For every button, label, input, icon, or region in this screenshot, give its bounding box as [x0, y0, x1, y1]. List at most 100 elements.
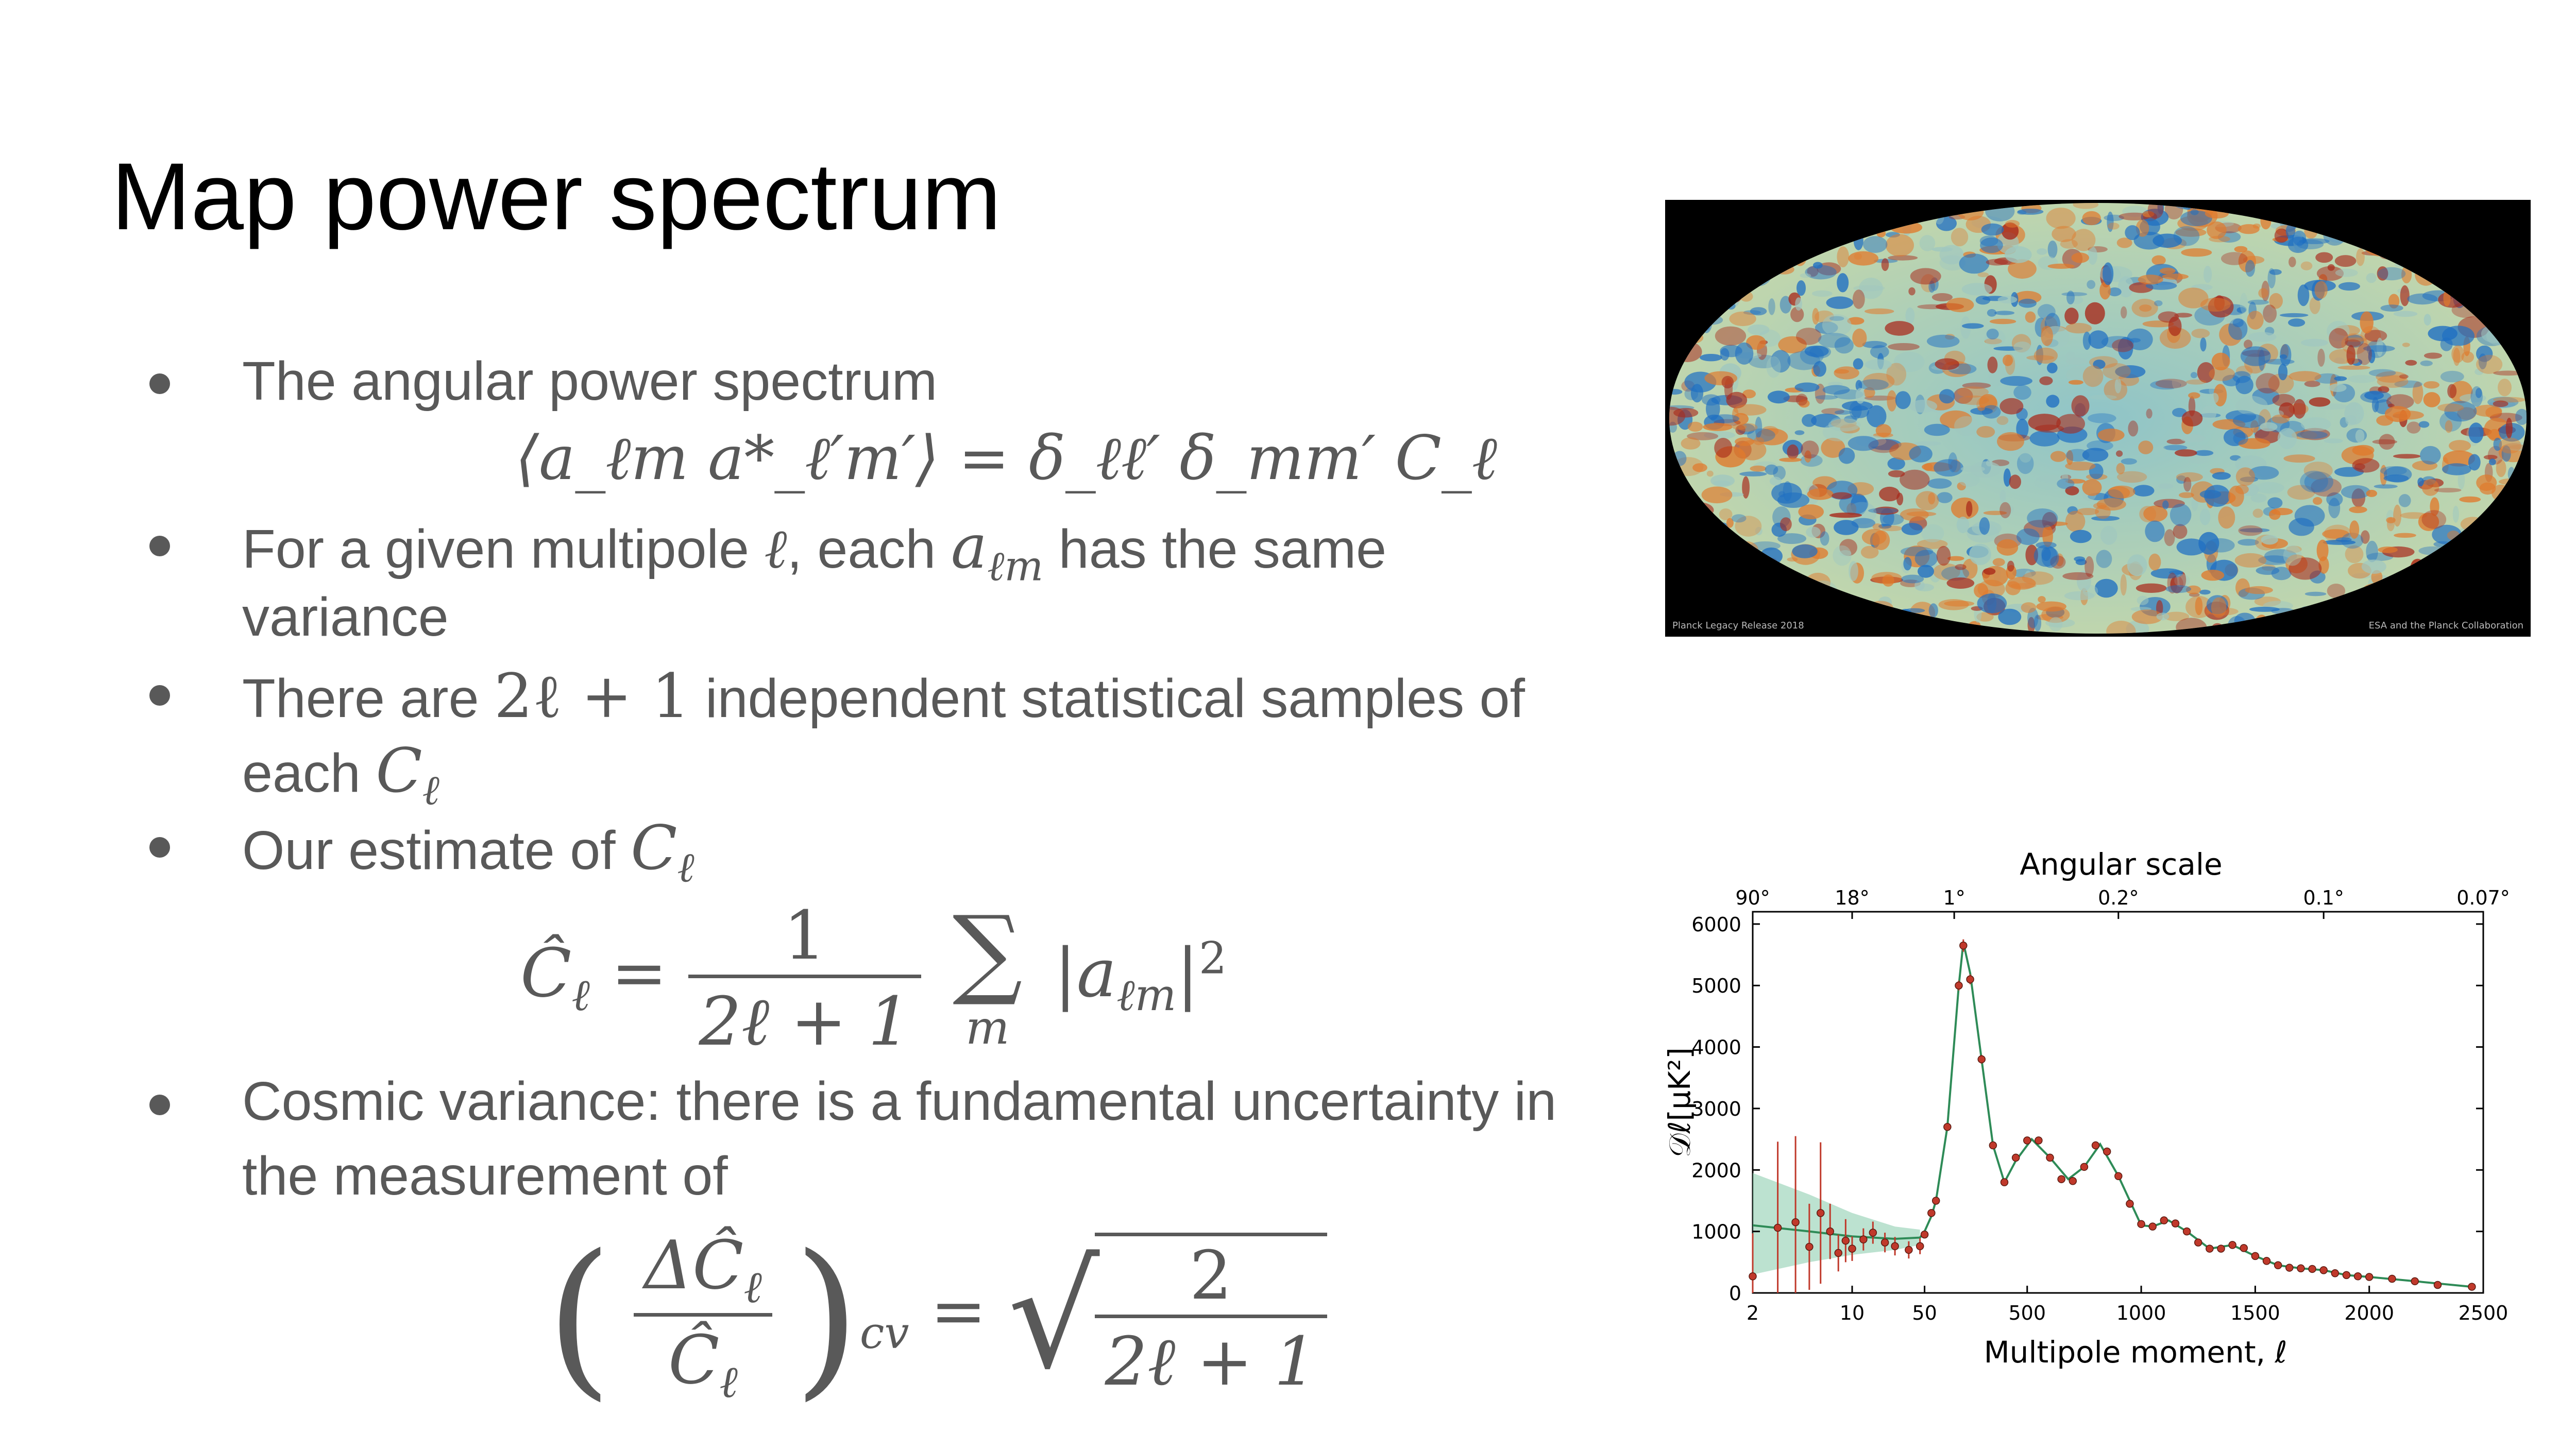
fluctuation-spot: [1996, 539, 2019, 556]
fluctuation-spot: [2498, 379, 2512, 397]
fluctuation-spot: [1893, 351, 1925, 372]
fluctuation-spot: [1715, 326, 1747, 346]
fluctuation-spot: [2027, 607, 2039, 628]
fluctuation-spot: [2199, 508, 2211, 525]
top-tick-label: 90°: [1735, 887, 1770, 909]
fluctuation-spot: [1669, 406, 1686, 426]
delta-c-hat: ΔĈ: [644, 1226, 744, 1304]
fluctuation-spot: [2064, 308, 2079, 325]
fluctuation-spot: [2346, 345, 2355, 365]
fluctuation-spot: [1821, 437, 1845, 458]
fluctuation-spot: [2019, 449, 2032, 463]
data-point: [1791, 1218, 1800, 1226]
fluctuation-spot: [2074, 556, 2086, 562]
fluctuation-spot: [2034, 475, 2066, 490]
fluctuation-spot: [1809, 345, 1831, 359]
fluctuation-spot: [2444, 401, 2477, 422]
fluctuation-spot: [2476, 354, 2503, 374]
y-tick-label: 6000: [1691, 913, 1741, 936]
fluctuation-spot: [2279, 354, 2287, 359]
fluctuation-spot: [2033, 615, 2042, 632]
data-point: [2342, 1271, 2351, 1280]
fluctuation-spot: [1931, 247, 1953, 252]
data-point: [2228, 1241, 2236, 1249]
fluctuation-spot: [2272, 394, 2295, 407]
fluctuation-spot: [2515, 408, 2527, 425]
fluctuation-spot: [1777, 492, 1810, 508]
fluctuation-spot: [1858, 379, 1889, 390]
top-tick-label: 18°: [1835, 887, 1869, 909]
fluctuation-spot: [2156, 612, 2170, 621]
fluctuation-spot: [2249, 466, 2279, 480]
fluctuation-spot: [1961, 283, 1992, 296]
fluctuation-spot: [2366, 489, 2377, 497]
fluctuation-spot: [2475, 388, 2482, 398]
fluctuation-spot: [1879, 486, 1900, 502]
fluctuation-spot: [2418, 421, 2430, 428]
fluctuation-spot: [2118, 276, 2134, 298]
fluctuation-spot: [2163, 445, 2188, 451]
fluctuation-spot: [2488, 458, 2496, 466]
fluctuation-spot: [1901, 574, 1924, 584]
fluctuation-spot: [1794, 382, 1820, 393]
fluctuation-spot: [2179, 492, 2194, 498]
fluctuation-spot: [1908, 287, 1916, 296]
fluctuation-spot: [2089, 395, 2117, 400]
fluctuation-spot: [2176, 475, 2187, 484]
fluctuation-spot: [1885, 321, 1914, 336]
fluctuation-spot: [2470, 386, 2483, 407]
fluctuation-spot: [2316, 266, 2344, 281]
fluctuation-spot: [1975, 296, 1991, 305]
fluctuation-spot: [2345, 339, 2361, 347]
data-point: [2274, 1261, 2282, 1270]
fluctuation-spot: [1900, 469, 1930, 490]
fluctuation-spot: [2372, 439, 2397, 445]
fluctuation-spot: [1875, 424, 1892, 437]
fluctuation-spot: [2117, 337, 2133, 360]
fluctuation-spot: [2191, 329, 2210, 338]
fluctuation-spot: [1721, 376, 1734, 388]
fluctuation-spot: [2313, 497, 2323, 505]
fluctuation-spot: [1834, 369, 1849, 374]
fluctuation-spot: [2201, 570, 2225, 581]
cosmic-variance-band: [1753, 1173, 1920, 1275]
fluctuation-spot: [2222, 374, 2240, 386]
fluctuation-spot: [2380, 304, 2403, 312]
fluctuation-spot: [1829, 513, 1862, 518]
fluctuation-spot: [1778, 491, 1786, 498]
fluctuation-spot: [2003, 468, 2011, 487]
fluctuation-spot: [2039, 376, 2053, 385]
fluctuation-spot: [2091, 516, 2120, 521]
fluctuation-spot: [2335, 268, 2358, 277]
fluctuation-spot: [2041, 547, 2059, 568]
fluctuation-spot: [2250, 493, 2267, 503]
fluctuation-spot: [2082, 479, 2102, 496]
fluctuation-spot: [2289, 371, 2321, 382]
fluctuation-spot: [2065, 357, 2087, 365]
fluctuation-spot: [1813, 361, 1826, 377]
fluctuation-spot: [1681, 437, 1701, 450]
fluctuation-spot: [2461, 351, 2475, 363]
fluctuation-spot: [2131, 609, 2163, 624]
fluctuation-spot: [2013, 342, 2031, 353]
x-tick-label: 10: [1840, 1302, 1865, 1324]
fluctuation-spot: [2334, 357, 2345, 364]
fluctuation-spot: [2185, 585, 2201, 594]
fluctuation-spot: [2061, 471, 2069, 486]
fluctuation-spot: [1848, 436, 1879, 451]
data-point: [2069, 1177, 2077, 1185]
fluctuation-spot: [2235, 467, 2255, 486]
fluctuation-spot: [1832, 492, 1852, 499]
fluctuation-spot: [1761, 426, 1779, 437]
fluctuation-spot: [2369, 369, 2396, 377]
fluctuation-spot: [1976, 426, 1995, 438]
fluctuation-spot: [2097, 429, 2125, 442]
fluctuation-spot: [2204, 485, 2230, 507]
fluctuation-spot: [1986, 259, 2008, 266]
fluctuation-spot: [1872, 523, 1883, 531]
fluctuation-spot: [2211, 597, 2227, 618]
fluctuation-spot: [2344, 337, 2367, 342]
alm-symbol: a: [951, 511, 988, 582]
cosmic-variance-equation: ( ΔĈℓ Ĉℓ )cv = √ 2 2ℓ + 1: [546, 1226, 1327, 1408]
fluctuation-spot: [2430, 497, 2439, 516]
